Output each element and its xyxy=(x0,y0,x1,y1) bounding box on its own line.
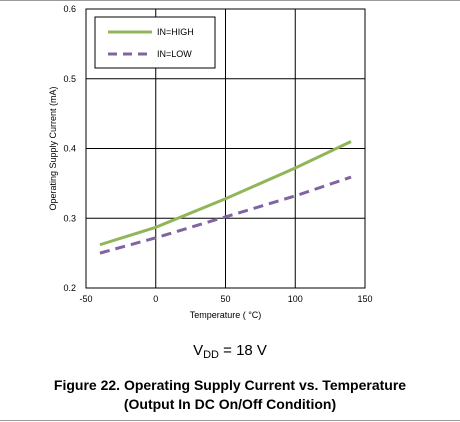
x-axis-title: Temperature ( °C) xyxy=(190,310,262,320)
y-tick-label: 0.2 xyxy=(63,283,76,293)
x-tick-label: 50 xyxy=(220,294,230,304)
figure-caption: Figure 22. Operating Supply Current vs. … xyxy=(0,376,460,414)
tick-labels: -50 0 50 100 150 0.2 0.3 0.4 0.5 0.6 xyxy=(63,4,372,304)
legend-label: IN=LOW xyxy=(157,49,192,59)
series-line-in-high xyxy=(99,140,352,247)
legend-box xyxy=(94,16,216,69)
top-rule xyxy=(0,0,460,1)
legend: IN=HIGH IN=LOW xyxy=(94,16,216,69)
y-axis-title: Operating Supply Current (mA) xyxy=(48,86,58,210)
supply-current-chart: -50 0 50 100 150 0.2 0.3 0.4 0.5 0.6 Temperature … xyxy=(48,4,373,320)
plot-frame xyxy=(85,8,366,289)
vdd-subscript: DD xyxy=(203,349,219,361)
series-line-in-low xyxy=(99,175,352,255)
vdd-annotation: VDD = 18 V xyxy=(0,342,460,361)
grid xyxy=(86,9,365,288)
y-tick-label: 0.6 xyxy=(63,4,76,14)
caption-line-1: Figure 22. Operating Supply Current vs. … xyxy=(53,377,407,393)
y-tick-label: 0.4 xyxy=(63,144,76,154)
series-layer xyxy=(99,140,352,255)
x-tick-label: -50 xyxy=(79,294,92,304)
caption-line-2: (Output In DC On/Off Condition) xyxy=(123,396,337,412)
vdd-value: = 18 V xyxy=(218,342,267,359)
y-tick-label: 0.5 xyxy=(63,74,76,84)
y-tick-label: 0.3 xyxy=(63,213,76,223)
bottom-rule xyxy=(0,420,460,421)
x-tick-label: 150 xyxy=(357,294,372,304)
vdd-prefix: V xyxy=(193,342,204,359)
x-tick-label: 100 xyxy=(288,294,303,304)
x-tick-label: 0 xyxy=(153,294,158,304)
legend-label: IN=HIGH xyxy=(157,27,194,37)
